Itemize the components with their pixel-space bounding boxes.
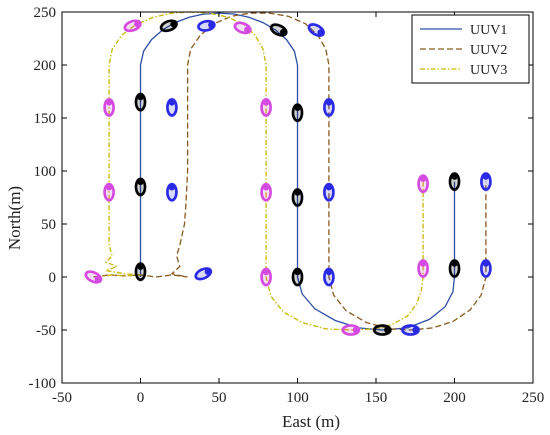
series-line-uuv1: [139, 12, 456, 331]
vehicle-marker: [165, 182, 178, 203]
vehicle-marker: [322, 182, 335, 203]
vehicle-marker: [448, 258, 461, 279]
vehicle-marker: [196, 19, 217, 32]
vehicle-marker: [103, 182, 116, 203]
vehicle-marker: [400, 324, 421, 336]
vehicle-marker: [291, 267, 304, 287]
vehicle-marker: [260, 267, 273, 287]
x-tick-label: 50: [212, 390, 227, 406]
vehicle-marker: [232, 21, 253, 35]
vehicle-marker: [165, 97, 178, 118]
y-tick-label: 100: [34, 164, 57, 180]
vehicle-marker: [260, 97, 273, 118]
vehicle-marker: [134, 92, 147, 113]
vehicle-marker: [340, 324, 361, 336]
legend: UUV1 UUV2 UUV3: [411, 14, 530, 84]
vehicle-marker: [417, 173, 430, 194]
vehicle-marker: [159, 19, 179, 33]
vehicle-marker: [479, 258, 492, 279]
y-tick-label: 0: [49, 270, 57, 286]
x-axis-label: East (m): [282, 412, 340, 431]
y-tick-label: 250: [34, 5, 57, 21]
vehicle-marker: [134, 261, 147, 282]
vehicle-marker: [372, 324, 393, 336]
series-line-uuv2: [93, 12, 487, 331]
y-tick-label: 150: [34, 111, 57, 127]
vehicle-marker: [83, 270, 103, 284]
vehicle-marker: [269, 23, 289, 37]
vehicle-marker: [448, 171, 461, 192]
vehicle-marker: [291, 187, 304, 208]
vehicle-marker: [134, 176, 147, 197]
vehicle-marker: [322, 97, 335, 118]
series-line-uuv3: [96, 11, 424, 331]
vehicle-marker: [291, 102, 304, 123]
y-tick-label: -100: [29, 376, 57, 392]
vehicle-marker: [193, 266, 213, 281]
vehicle-marker: [307, 22, 326, 38]
x-tick-label: 200: [443, 390, 466, 406]
x-tick-label: 100: [286, 390, 309, 406]
plot-area: [83, 11, 492, 336]
vehicle-marker: [260, 182, 273, 203]
y-tick-label: -50: [36, 323, 56, 339]
y-axis-label: North(m): [5, 186, 24, 250]
y-tick-label: 200: [34, 58, 57, 74]
x-tick-label: -50: [52, 390, 72, 406]
vehicle-marker: [322, 267, 335, 287]
legend-entry-uuv1: UUV1: [470, 23, 507, 38]
vehicle-marker: [122, 19, 143, 33]
legend-entry-uuv2: UUV2: [470, 43, 507, 58]
x-tick-label: 150: [365, 390, 388, 406]
legend-entry-uuv3: UUV3: [470, 63, 507, 78]
x-tick-label: 0: [137, 390, 145, 406]
x-tick-label: 250: [522, 390, 545, 406]
vehicle-marker: [417, 258, 430, 279]
y-tick-label: 50: [41, 217, 56, 233]
vehicle-marker: [479, 171, 492, 192]
vehicle-marker: [103, 97, 116, 118]
